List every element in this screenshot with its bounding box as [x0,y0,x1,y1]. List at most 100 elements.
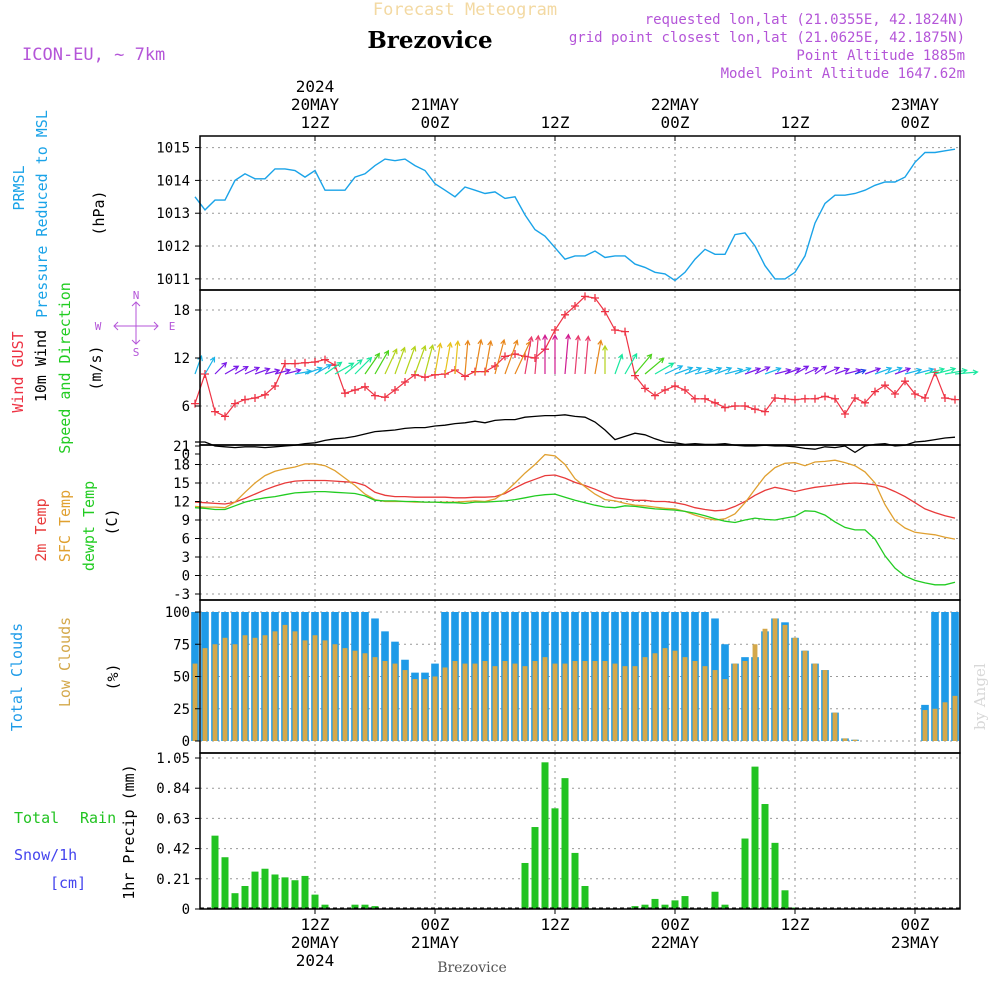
low-cloud-bar [312,635,318,741]
low-cloud-bar [612,663,618,741]
compass-north: N [133,289,140,302]
low-cloud-bar [332,644,338,741]
low-cloud-bar [642,657,648,741]
rain-bar [781,890,789,909]
low-cloud-bar [692,661,698,741]
y-tick-label: 25 [173,702,190,718]
y-tick-label: 0 [182,902,190,918]
compass-south: S [133,346,140,359]
rain-bar [641,904,649,909]
temp-labels: 2m Temp SFC Temp dewpt Temp (C) [32,481,121,571]
wind-direction-arrow [944,368,968,375]
low-cloud-bar [602,661,608,741]
wind-labels: Wind GUST 10m Wind Speed and Direction (… [9,282,105,454]
y-tick-label: 3 [182,550,190,566]
y-tick-label: 0.21 [156,872,190,888]
wind-direction-arrow [234,365,249,375]
wind-direction-arrow [804,367,820,375]
wind-gust-marker [211,407,219,416]
x-tick-label-bottom: 22MAY [651,933,700,952]
low-cloud-bar [462,663,468,741]
wind-direction-arrow [704,366,723,375]
rain-bar [541,762,549,909]
rain-bar [741,838,749,909]
wind-direction-arrow [794,365,810,375]
wind-gust-marker [911,390,919,398]
wind-direction-arrow [674,366,694,375]
grid-point-coords: grid point closest lon,lat (21.0625E, 42… [569,30,965,46]
low-cloud-bar [442,667,448,741]
wind-direction-arrow [354,356,373,375]
low-cloud-bar [932,708,938,741]
y-tick-label: 21 [173,439,190,455]
precip-label-snow: Snow/1h [14,846,77,864]
wind-gust-marker [881,381,889,390]
low-cloud-bar [552,663,558,741]
total-cloud-bar [931,612,939,741]
wind-gust-marker [631,371,639,380]
wind-direction-arrow [874,366,893,375]
low-cloud-bar [482,661,488,741]
y-tick-label: 18 [173,303,190,319]
temp-label-sfc: SFC Temp [56,490,74,562]
low-cloud-bar [682,657,688,741]
low-cloud-bar [942,702,948,741]
low-cloud-bar [242,635,248,741]
low-cloud-bar [582,661,588,741]
wind-gust-marker [851,394,859,402]
wind-direction-arrow [824,366,841,375]
wind-direction-arrow [542,333,548,374]
wind-gust-marker [231,399,239,408]
cloud-labels: Total Clouds Low Clouds (%) [8,617,122,731]
low-cloud-bar [812,663,818,741]
wind-direction-arrow [404,345,417,375]
wind-gust-marker [401,378,409,386]
low-cloud-bar [192,663,198,741]
wind-direction-arrow [914,367,935,375]
rain-bar [681,896,689,909]
wind-direction-arrow [504,339,519,375]
y-tick-label: 12 [173,495,190,511]
compass-cross-icon [113,301,159,345]
y-tick-label: 1012 [156,239,190,255]
low-cloud-bar [412,679,418,741]
total-cloud-bar [941,612,949,741]
low-cloud-bar [232,644,238,741]
temp-label-dewpt: dewpt Temp [80,481,98,571]
wind-direction-arrow [284,368,302,375]
wind-gust-marker [921,394,929,402]
temp-2m-line [194,474,956,519]
wind-direction-arrow [344,359,363,375]
low-cloud-bar [712,670,718,741]
y-tick-label: 0.42 [156,842,190,858]
x-tick-label-bottom: 21MAY [411,933,460,952]
y-tick-label: 1013 [156,206,190,222]
temp-label-2m: 2m Temp [32,498,50,561]
rain-bar [761,804,769,909]
rain-bar [241,885,249,909]
low-cloud-bar [472,663,478,741]
low-cloud-bar [772,618,778,741]
wind-compass: N S W E [95,289,176,359]
wind-direction-arrow [444,341,453,375]
temp-dewpt-line [194,490,956,586]
wind-gust-marker [901,377,909,386]
wind-direction-arrow [264,368,281,375]
wind-gust-marker [641,384,649,393]
x-tick-label-top: 23MAY [891,95,940,114]
low-cloud-bar [282,624,288,741]
low-cloud-bar [252,637,258,741]
wind-direction-arrow [654,362,675,375]
y-tick-label: 1015 [156,141,190,157]
rain-bar [351,904,359,909]
cloud-label-low: Low Clouds [56,617,74,707]
panel-frame-wind [199,289,961,446]
x-tick-label-bottom: 12Z [301,915,330,934]
y-tick-label: 50 [173,670,190,686]
wind-gust-marker [741,402,749,410]
wind-gust-marker [701,394,709,403]
wind-gust-marker [221,412,229,421]
y-tick-label: 12 [173,351,190,367]
wind-direction-arrow [574,334,581,375]
y-tick-label: 100 [165,605,190,621]
